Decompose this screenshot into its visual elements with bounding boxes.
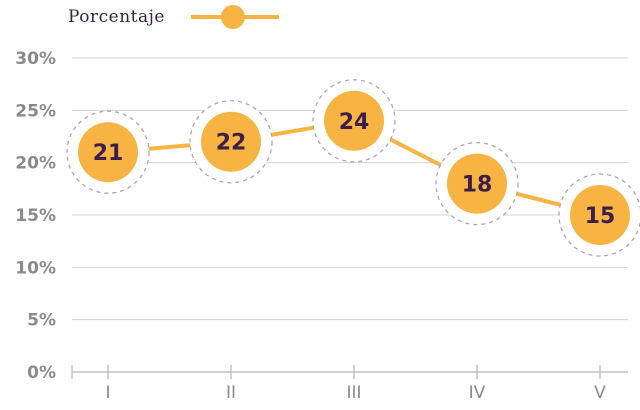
x-tick-label: III <box>346 383 361 403</box>
x-tick-label: V <box>594 383 606 403</box>
legend-label: Porcentaje <box>68 7 165 27</box>
data-point <box>324 90 384 151</box>
legend-swatch <box>190 5 279 29</box>
data-point <box>78 122 138 183</box>
data-point <box>201 111 261 172</box>
data-label: 21 <box>93 141 124 166</box>
x-tick-label: II <box>226 383 236 403</box>
x-tick-label: IV <box>469 383 486 403</box>
y-tick-label: 25% <box>15 101 56 121</box>
data-label: 22 <box>216 131 247 156</box>
data-point <box>570 185 630 245</box>
y-tick-label: 20% <box>15 154 56 174</box>
y-tick-label: 15% <box>15 206 56 226</box>
data-label: 24 <box>339 110 370 135</box>
legend-marker <box>220 5 245 29</box>
y-tick-label: 10% <box>15 258 56 278</box>
legend: Porcentaje <box>68 4 281 30</box>
x-tick-label: I <box>105 383 110 403</box>
data-label: 18 <box>462 173 493 198</box>
data-label: 15 <box>585 204 616 229</box>
y-tick-label: 5% <box>27 311 56 331</box>
y-tick-label: 30% <box>15 49 56 69</box>
data-point <box>447 153 507 214</box>
y-tick-label: 0% <box>27 363 56 383</box>
